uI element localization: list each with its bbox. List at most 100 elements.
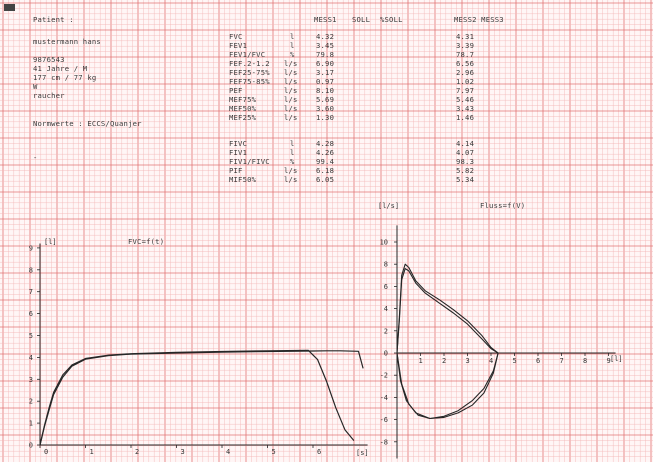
table-row: FIVC l 4.28 4.14 [229, 139, 474, 148]
param-name: FEF25-75% [229, 68, 270, 77]
table-row: MIF50% l/s 6.05 5.34 [229, 175, 474, 184]
table-row: FIV1/FIVC% 99.4 98.3 [229, 157, 474, 166]
chart2-x-tick-label: 3 [466, 357, 470, 365]
param-unit: l/s [284, 113, 298, 122]
window-menu-icon[interactable] [4, 4, 15, 11]
chart2-series [396, 263, 499, 420]
value-mess1: 6.18 [316, 166, 334, 175]
chart1-xlabel: [s] [356, 449, 369, 457]
chart2-y-tick-label: -2 [380, 372, 388, 380]
value-mess1: 4.26 [316, 148, 334, 157]
param-name: FIVC [229, 139, 247, 148]
param-unit: l/s [284, 175, 298, 184]
chart1-y-tick-label: 6 [29, 310, 33, 318]
chart1-y-tick-label: 4 [29, 354, 33, 362]
value-mess1: 99.4 [316, 157, 334, 166]
column-header-soll: SOLL [352, 15, 370, 24]
value-mess23: 1.46 [456, 113, 474, 122]
dash-marker: - [33, 153, 38, 162]
param-unit: l/s [284, 95, 298, 104]
chart2-y-tick-label: -8 [380, 438, 388, 446]
chart1-x-tick-label: 0 [44, 448, 48, 456]
param-name: FEV1/FVC [229, 50, 265, 59]
value-mess23: 5.46 [456, 95, 474, 104]
value-mess1: 6.05 [316, 175, 334, 184]
patient-code: W [33, 82, 38, 91]
param-name: FEF75-85% [229, 77, 270, 86]
chart2-x-tick-label: 5 [513, 357, 517, 365]
table-row: FEF.2-1.2 l/s 6.90 6.56 [229, 59, 474, 68]
chart2-y-tick-label: 2 [384, 327, 388, 335]
table-row: MEF75% l/s 5.69 5.46 [229, 95, 474, 104]
value-mess1: 8.10 [316, 86, 334, 95]
chart1-y-tick-label: 9 [29, 244, 33, 252]
param-unit: l/s [284, 166, 298, 175]
chart1-x-tick-label: 2 [135, 448, 139, 456]
chart2-xlabel: [l] [610, 355, 623, 363]
patient-smoker: raucher [33, 91, 65, 100]
patient-id: 9876543 [33, 55, 65, 64]
chart2-series-loop-2 [396, 263, 499, 420]
chart1-series [39, 349, 364, 446]
chart1-x-tick-label: 3 [181, 448, 185, 456]
param-name: FVC [229, 32, 243, 41]
param-unit: l [290, 148, 295, 157]
chart1-x-tick-label: 5 [272, 448, 276, 456]
chart2-x-tick-label: 9 [607, 357, 611, 365]
value-mess1: 79.8 [316, 50, 334, 59]
value-mess1: 4.32 [316, 32, 334, 41]
chart2-x-tick-label: 8 [583, 357, 587, 365]
param-name: MEF50% [229, 104, 257, 113]
value-mess23: 3.43 [456, 104, 474, 113]
param-unit: l/s [284, 77, 298, 86]
table-row: MEF25% l/s 1.30 1.46 [229, 113, 474, 122]
param-name: PIF [229, 166, 243, 175]
chart2-y-tick-label: -4 [380, 394, 388, 402]
table-row: FIV1 l 4.26 4.07 [229, 148, 474, 157]
param-name: MEF75% [229, 95, 257, 104]
chart2-x-tick-label: 2 [442, 357, 446, 365]
volume-time-chart: FVC=f(t) [l] [s] 0 1 2 3 4 5 6 7 8 9 0 1 2 3 4 5 6 [29, 237, 369, 457]
chart1-y-tick-label: 3 [29, 376, 33, 384]
reference-norms: Normwerte : ECCS/Quanjer [33, 119, 142, 128]
chart2-y-tick-label: 10 [380, 239, 388, 247]
chart2-y-tick-label: 8 [384, 261, 388, 269]
param-name: FIV1 [229, 148, 247, 157]
chart1-y-tick-label: 5 [29, 332, 33, 340]
chart2-y-tick-label: 0 [384, 350, 388, 358]
table-row: FEV1/FVC% 79.8 78.7 [229, 50, 474, 59]
value-mess1: 3.17 [316, 68, 334, 77]
chart2-x-tick-label: 1 [419, 357, 423, 365]
chart2-y-tick-label: -6 [380, 416, 388, 424]
chart1-series-line-2 [39, 350, 364, 446]
param-unit: l/s [284, 59, 298, 68]
value-mess23: 4.14 [456, 139, 474, 148]
chart2-x-tick-label: 6 [536, 357, 540, 365]
value-mess1: 5.69 [316, 95, 334, 104]
param-name: FIV1/FIVC [229, 157, 270, 166]
param-unit: l [290, 41, 295, 50]
value-mess23: 98.3 [456, 157, 474, 166]
table-row: FEV1 l 3.45 3.39 [229, 41, 474, 50]
value-mess23: 6.56 [456, 59, 474, 68]
chart2-x-tick-label: 7 [560, 357, 564, 365]
value-mess1: 4.28 [316, 139, 334, 148]
param-unit: l/s [284, 68, 298, 77]
chart1-axes [37, 243, 368, 448]
table-row: PEF l/s 8.10 7.97 [229, 86, 474, 95]
param-unit: l [290, 139, 295, 148]
param-name: MIF50% [229, 175, 257, 184]
param-unit: l [290, 32, 295, 41]
value-mess23: 2.96 [456, 68, 474, 77]
value-mess1: 3.60 [316, 104, 334, 113]
value-mess23: 4.31 [456, 32, 474, 41]
value-mess1: 6.90 [316, 59, 334, 68]
param-unit: l/s [284, 86, 298, 95]
param-name: FEF.2-1.2 [229, 59, 270, 68]
chart2-y-tick-label: 6 [384, 283, 388, 291]
value-mess1: 1.30 [316, 113, 334, 122]
